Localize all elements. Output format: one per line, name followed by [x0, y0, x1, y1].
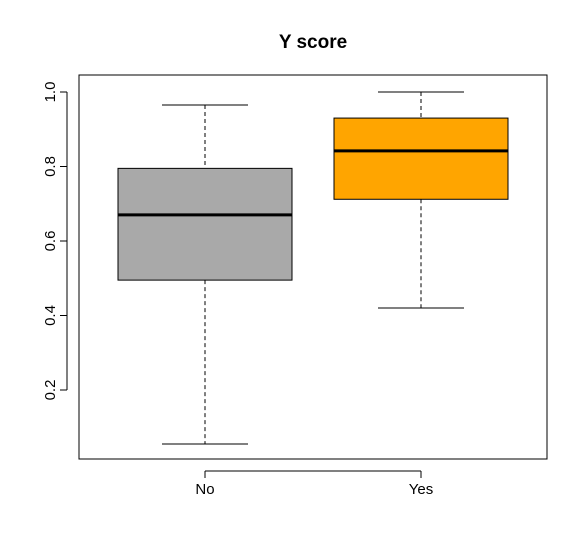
- plot-frame: [78, 74, 548, 460]
- box-no: [117, 104, 293, 445]
- x-tick-label: Yes: [409, 481, 433, 498]
- x-axis: No Yes: [195, 470, 433, 498]
- boxes: [117, 91, 509, 445]
- y-tick-label: 0.2: [42, 380, 59, 401]
- y-tick-label: 0.6: [42, 231, 59, 252]
- chart-title: Y score: [279, 32, 347, 53]
- iqr-box: [117, 167, 293, 281]
- y-tick-label: 1.0: [42, 82, 59, 103]
- y-tick-label: 0.8: [42, 156, 59, 177]
- y-tick-label: 0.4: [42, 305, 59, 326]
- y-axis: 0.2 0.4 0.6 0.8 1.0: [42, 82, 68, 401]
- box-yes: [333, 91, 509, 309]
- iqr-box: [333, 117, 509, 200]
- x-tick-label: No: [195, 481, 214, 498]
